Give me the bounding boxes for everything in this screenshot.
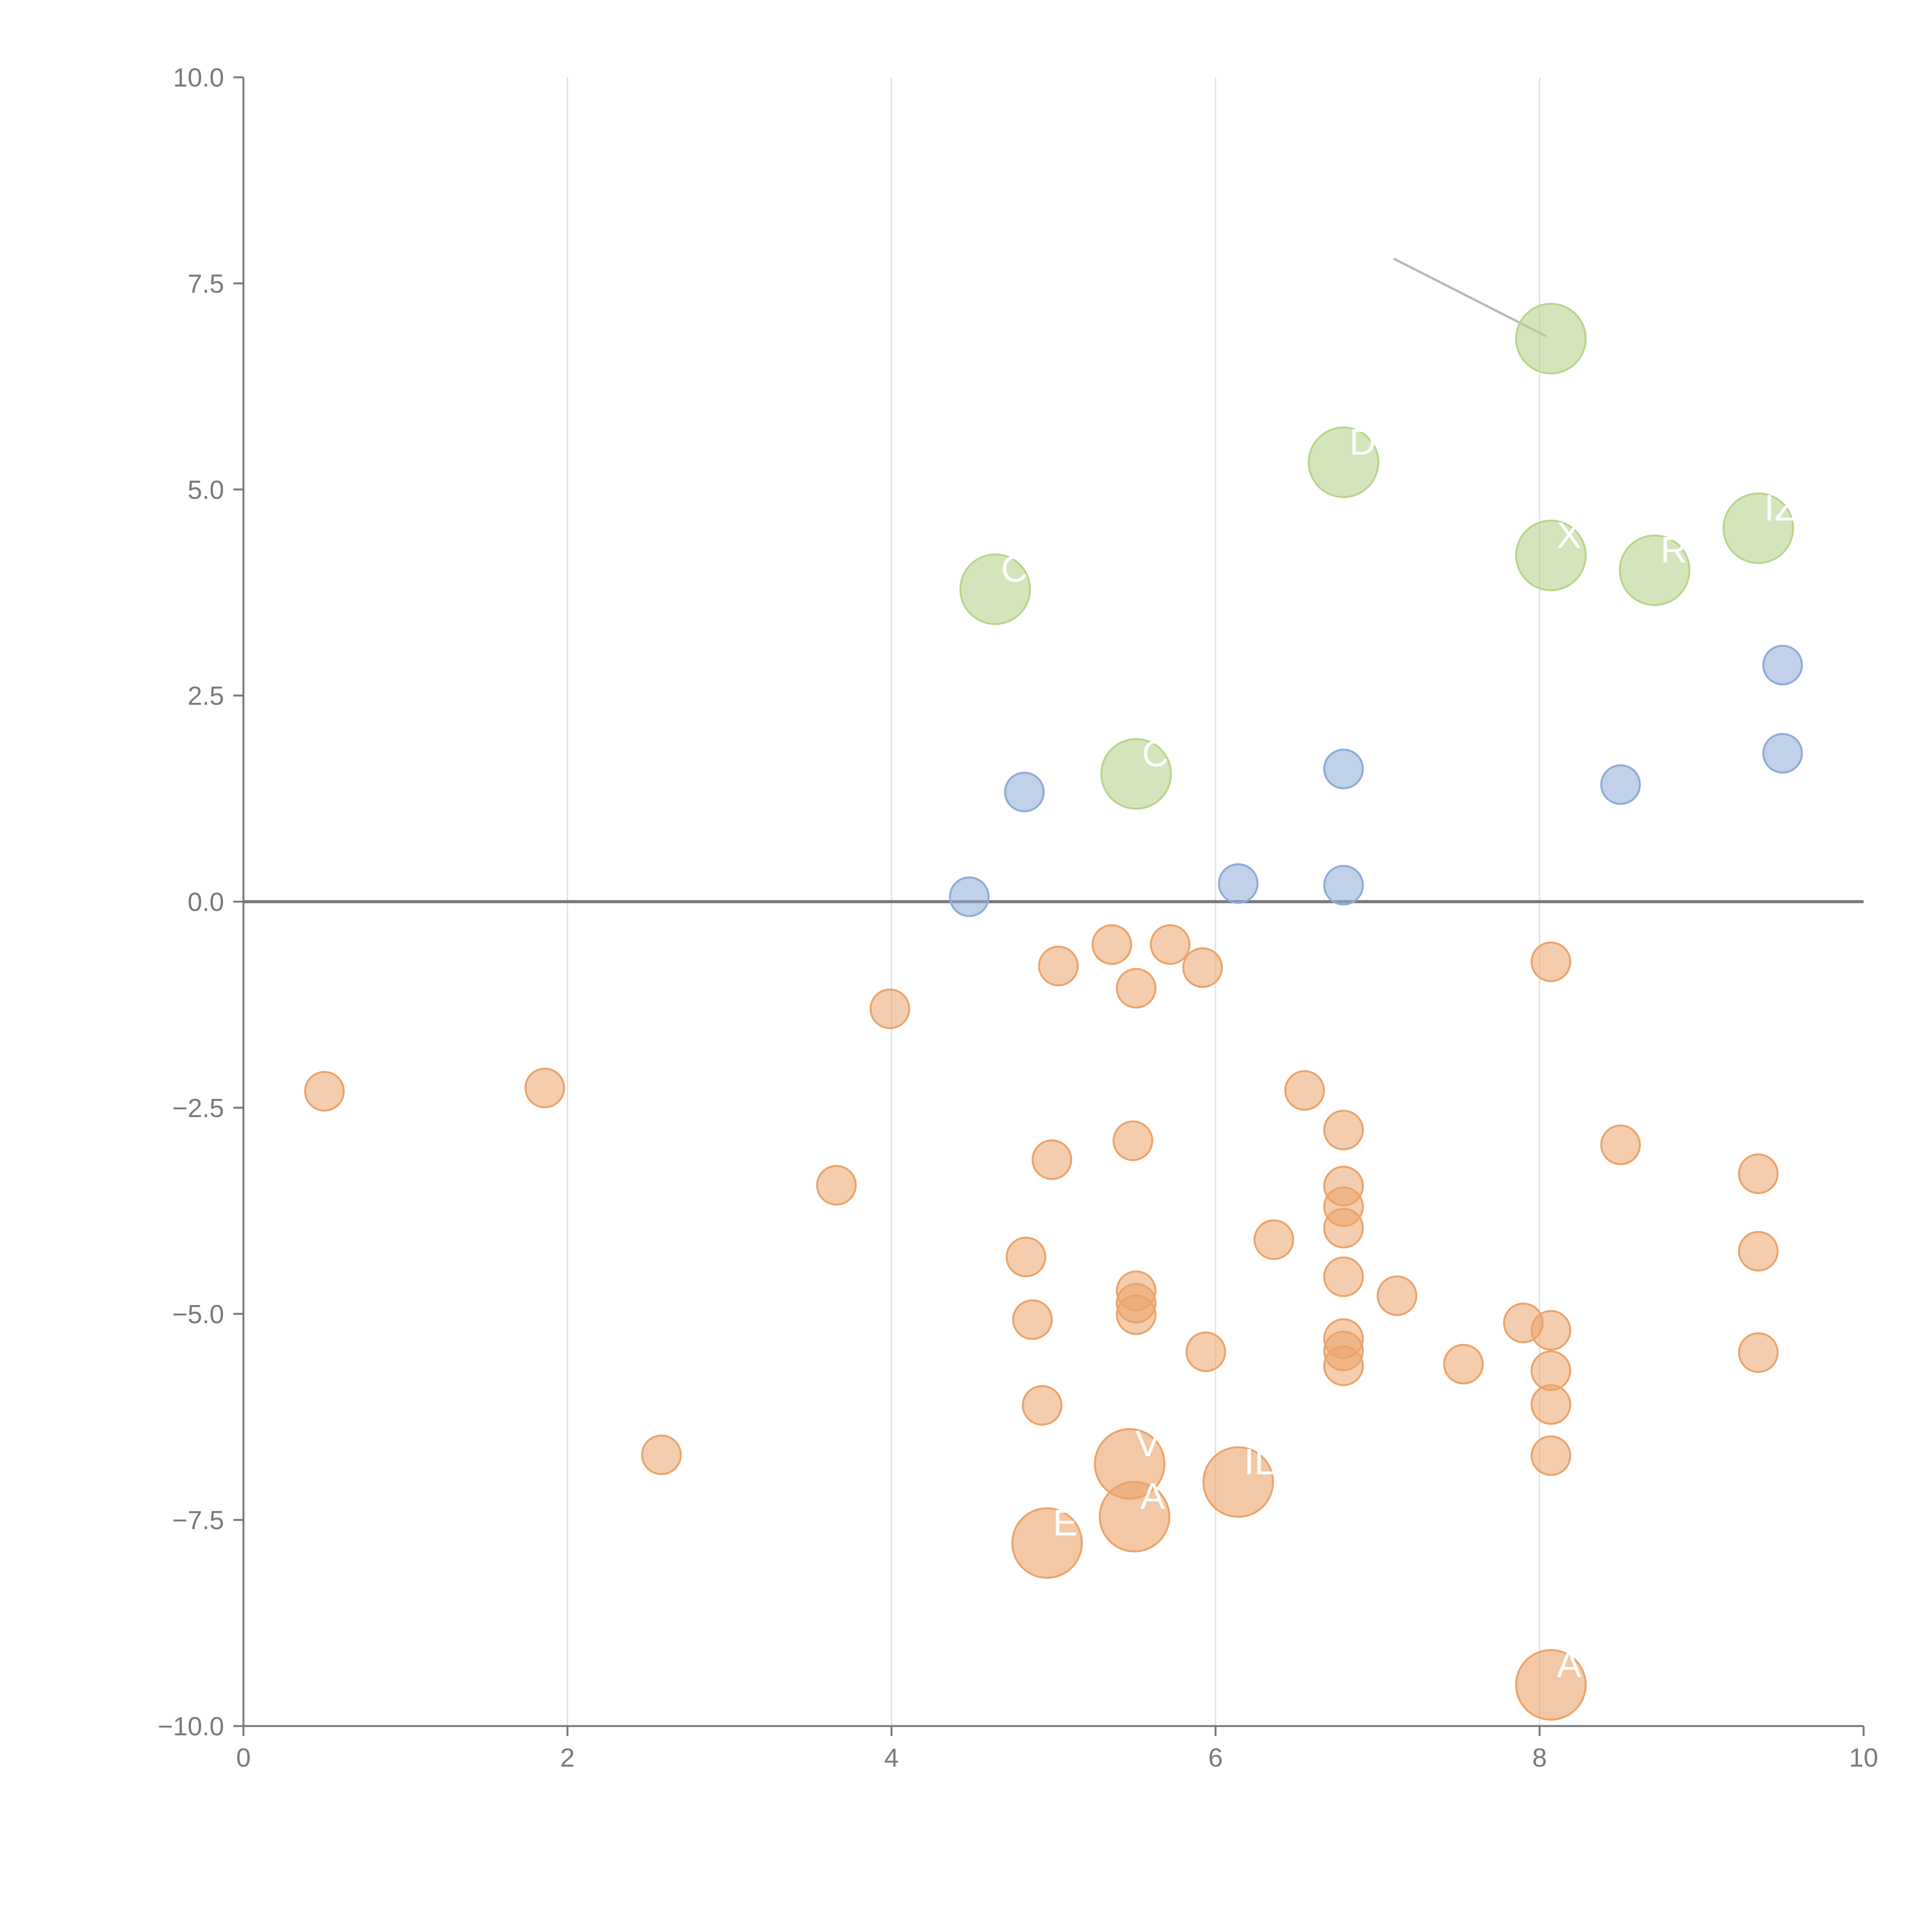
y-tick-label: 5.0 (187, 475, 224, 505)
orange-point (1323, 1109, 1364, 1150)
y-tick-label: −7.5 (172, 1506, 224, 1535)
y-tick-label: 0.0 (187, 888, 224, 917)
y-tick-label: −2.5 (172, 1094, 224, 1123)
x-tick-label: 10 (1849, 1743, 1878, 1772)
orange-point (1112, 1120, 1153, 1161)
orange-point (1531, 1310, 1571, 1351)
orange-point (1443, 1344, 1484, 1384)
orange-large-point-label: V (1136, 1423, 1160, 1464)
orange-point (1284, 1070, 1325, 1111)
orange-point (1038, 946, 1079, 986)
orange-point (1012, 1299, 1053, 1340)
orange-point (1323, 1256, 1364, 1297)
green-point-label: X (1557, 514, 1582, 556)
orange-point (1738, 1153, 1779, 1194)
green-point (1619, 534, 1690, 606)
data-points (304, 303, 1803, 1721)
orange-large-point-label: A (1557, 1644, 1582, 1685)
x-tick-label: 4 (884, 1743, 899, 1772)
y-tick-label: 10.0 (173, 63, 224, 92)
orange-point (1531, 1384, 1571, 1425)
blue-point (1762, 645, 1803, 685)
axes: 0 2 4 6 8 10 10.0 7.5 5.0 2.5 0.0 −2.5 −5.0 −7.5 −10.0 (158, 63, 1878, 1772)
blue-point (1600, 764, 1641, 805)
orange-point (1253, 1219, 1294, 1260)
orange-point (1531, 1435, 1571, 1476)
orange-point (1323, 1208, 1364, 1248)
x-tick-label: 2 (560, 1743, 575, 1772)
orange-point (1031, 1139, 1072, 1180)
orange-point (1005, 1236, 1046, 1277)
y-tick-label: −10.0 (158, 1712, 224, 1741)
orange-point (304, 1071, 345, 1112)
x-tick-label: 0 (236, 1743, 251, 1772)
green-point (1722, 492, 1794, 564)
x-tick-label: 6 (1208, 1743, 1223, 1772)
green-point (959, 553, 1031, 625)
green-point (1100, 738, 1172, 810)
orange-large-point (1011, 1507, 1083, 1579)
orange-point (1022, 1385, 1063, 1426)
orange-large-point-label: A (1140, 1476, 1165, 1517)
y-tick-label: 7.5 (187, 269, 224, 298)
orange-large-point (1099, 1481, 1170, 1553)
blue-point (949, 876, 990, 917)
x-tick-label: 8 (1532, 1743, 1547, 1772)
green-point (1308, 426, 1379, 498)
orange-point (1323, 1345, 1364, 1386)
orange-point (1185, 1331, 1226, 1372)
green-point-label: C (1001, 548, 1028, 590)
orange-point (1738, 1231, 1779, 1272)
orange-point (1116, 968, 1156, 1009)
orange-point (1531, 941, 1571, 982)
orange-point (816, 1165, 857, 1206)
blue-point (1004, 772, 1045, 813)
blue-point (1323, 748, 1364, 789)
orange-point (641, 1434, 682, 1475)
y-tick-label: −5.0 (172, 1299, 224, 1329)
blue-point (1218, 863, 1259, 904)
green-point-label: IZ (1764, 487, 1797, 529)
orange-point (524, 1068, 565, 1109)
y-tick-label: 2.5 (187, 681, 224, 711)
orange-point (1116, 1294, 1156, 1335)
orange-large-point (1202, 1446, 1274, 1518)
orange-large-point-label: E (1053, 1502, 1078, 1543)
orange-point (1182, 947, 1223, 988)
green-point (1515, 519, 1587, 591)
orange-point (1091, 924, 1132, 965)
green-point (1515, 303, 1587, 374)
blue-point (1762, 733, 1803, 774)
blue-point (1323, 865, 1364, 906)
green-point-label: C (1142, 733, 1168, 774)
green-point-label: D (1349, 421, 1376, 463)
orange-point (1600, 1124, 1641, 1165)
orange-point (1376, 1275, 1417, 1316)
orange-point (1150, 924, 1190, 965)
orange-large-point (1515, 1649, 1587, 1721)
green-point-label: RV (1660, 529, 1711, 571)
point-labels: D IZ X RV C C V IL A E A (1001, 421, 1797, 1685)
orange-large-point-label: IL (1244, 1441, 1275, 1482)
orange-point (869, 988, 910, 1029)
orange-point (1738, 1332, 1779, 1373)
